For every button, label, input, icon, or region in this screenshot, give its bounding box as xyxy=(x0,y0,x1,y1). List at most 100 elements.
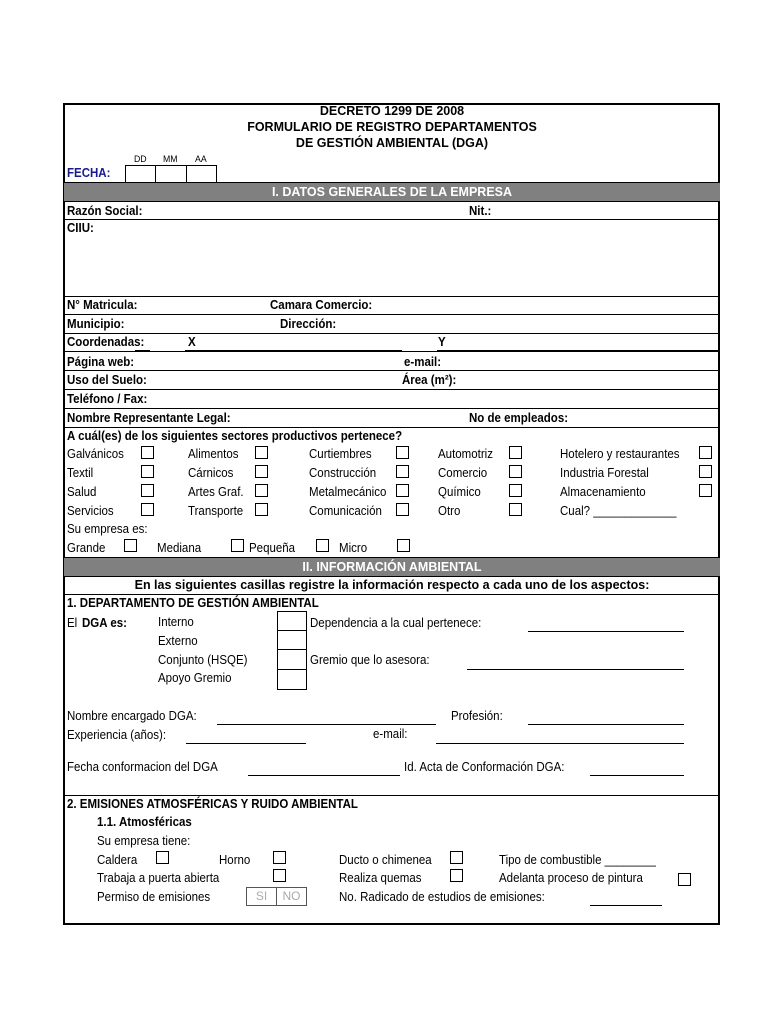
gremio-field[interactable] xyxy=(467,669,684,670)
profesion-field[interactable] xyxy=(528,724,684,725)
size-micro-checkbox[interactable] xyxy=(397,539,410,552)
sector-checkbox[interactable] xyxy=(141,503,154,516)
dependencia-label: Dependencia a la cual pertenece: xyxy=(310,616,482,630)
quemas-checkbox[interactable] xyxy=(450,869,463,882)
sector-checkbox[interactable] xyxy=(141,484,154,497)
date-mm-field[interactable] xyxy=(155,165,187,183)
experiencia-label: Experiencia (años): xyxy=(67,728,167,742)
dga-type-conjunto: Conjunto (HSQE) xyxy=(158,653,248,667)
empleados-label: No de empleados: xyxy=(469,411,569,425)
size-mediana-checkbox[interactable] xyxy=(231,539,244,552)
ducto-checkbox[interactable] xyxy=(450,851,463,864)
section-2-header: II. INFORMACIÓN AMBIENTAL xyxy=(64,557,720,577)
su-empresa-label: Su empresa es: xyxy=(67,522,148,536)
dependencia-field[interactable] xyxy=(528,631,684,632)
sector-checkbox[interactable] xyxy=(396,503,409,516)
title-line-3: DE GESTIÓN AMBIENTAL (DGA) xyxy=(295,136,489,150)
sector-checkbox[interactable] xyxy=(699,484,712,497)
sector-checkbox[interactable] xyxy=(396,484,409,497)
dga-interno-box[interactable] xyxy=(277,611,307,631)
date-aa-label: AA xyxy=(195,154,207,165)
sector-checkbox[interactable] xyxy=(509,446,522,459)
sector-label: Hotelero y restaurantes xyxy=(560,447,680,461)
combustible-label: Tipo de combustible ________ xyxy=(499,853,656,867)
emisiones-title: 2. EMISIONES ATMOSFÉRICAS Y RUIDO AMBIEN… xyxy=(67,797,358,811)
dga-type-apoyo: Apoyo Gremio xyxy=(158,671,232,685)
sector-checkbox[interactable] xyxy=(141,465,154,478)
dga-apoyo-box[interactable] xyxy=(277,669,307,690)
size-pequena: Pequeña xyxy=(249,541,296,555)
form-frame xyxy=(63,103,720,925)
sector-checkbox[interactable] xyxy=(699,465,712,478)
sector-checkbox[interactable] xyxy=(141,446,154,459)
atmosfericas-title: 1.1. Atmosféricas xyxy=(97,815,192,829)
dga-type-interno: Interno xyxy=(158,615,194,629)
pintura-label: Adelanta proceso de pintura xyxy=(499,871,643,885)
sector-checkbox[interactable] xyxy=(396,446,409,459)
sector-label: Automotriz xyxy=(438,447,493,461)
permiso-no-option[interactable]: NO xyxy=(276,887,307,906)
caldera-label: Caldera xyxy=(97,853,138,867)
pintura-checkbox[interactable] xyxy=(678,873,691,886)
size-grande-checkbox[interactable] xyxy=(124,539,137,552)
experiencia-field[interactable] xyxy=(186,743,306,744)
instruction-text: En las siguientes casillas registre la i… xyxy=(134,578,650,592)
sector-label: Curtiembres xyxy=(309,447,372,461)
sector-checkbox[interactable] xyxy=(699,446,712,459)
sector-label: Artes Graf. xyxy=(188,485,244,499)
puerta-label: Trabaja a puerta abierta xyxy=(97,871,220,885)
sector-label: Transporte xyxy=(188,504,244,518)
nit-label: Nit.: xyxy=(469,204,492,218)
sector-label: Comunicación xyxy=(309,504,382,518)
dga-title: 1. DEPARTAMENTO DE GESTIÓN AMBIENTAL xyxy=(67,596,319,610)
municipio-label: Municipio: xyxy=(67,317,125,331)
fecha-conf-field[interactable] xyxy=(248,775,400,776)
matricula-label: N° Matricula: xyxy=(67,298,138,312)
sector-checkbox[interactable] xyxy=(509,503,522,516)
date-mm-label: MM xyxy=(163,154,178,165)
sector-checkbox[interactable] xyxy=(396,465,409,478)
sector-label: Textil xyxy=(67,466,94,480)
quemas-label: Realiza quemas xyxy=(339,871,422,885)
dga-email-field[interactable] xyxy=(436,743,684,744)
id-acta-field[interactable] xyxy=(590,775,684,776)
encargado-field[interactable] xyxy=(217,724,436,725)
title-line-1: DECRETO 1299 DE 2008 xyxy=(319,104,465,118)
size-grande: Grande xyxy=(67,541,106,555)
sectores-question: A cuál(es) de los siguientes sectores pr… xyxy=(67,429,403,443)
profesion-label: Profesión: xyxy=(451,709,503,723)
caldera-checkbox[interactable] xyxy=(156,851,169,864)
size-mediana: Mediana xyxy=(157,541,202,555)
dga-type-externo: Externo xyxy=(158,634,198,648)
date-dd-field[interactable] xyxy=(125,165,156,183)
sector-label: Industria Forestal xyxy=(560,466,649,480)
sector-checkbox[interactable] xyxy=(255,446,268,459)
horno-checkbox[interactable] xyxy=(273,851,286,864)
ciiu-label: CIIU: xyxy=(67,221,94,235)
sector-label: Almacenamiento xyxy=(560,485,646,499)
coord-y-field[interactable] xyxy=(437,350,720,351)
sector-label: Galvánicos xyxy=(67,447,124,461)
size-pequena-checkbox[interactable] xyxy=(316,539,329,552)
coord-y-label: Y xyxy=(438,335,446,349)
puerta-checkbox[interactable] xyxy=(273,869,286,882)
sector-checkbox[interactable] xyxy=(255,503,268,516)
sector-checkbox[interactable] xyxy=(509,484,522,497)
telefono-label: Teléfono / Fax: xyxy=(67,392,148,406)
sector-checkbox[interactable] xyxy=(255,484,268,497)
dga-conjunto-box[interactable] xyxy=(277,649,307,670)
permiso-si-option[interactable]: SI xyxy=(246,887,277,906)
sector-label: Metalmecánico xyxy=(309,485,387,499)
sector-label: Otro xyxy=(438,504,461,518)
area-label: Área (m²): xyxy=(402,373,457,387)
sector-checkbox[interactable] xyxy=(255,465,268,478)
gremio-label: Gremio que lo asesora: xyxy=(310,653,430,667)
coord-x-field[interactable] xyxy=(185,350,402,351)
el-label: El xyxy=(67,616,78,630)
dga-externo-box[interactable] xyxy=(277,630,307,650)
size-micro: Micro xyxy=(339,541,368,555)
radicado-field[interactable] xyxy=(590,905,662,906)
sector-checkbox[interactable] xyxy=(509,465,522,478)
date-aa-field[interactable] xyxy=(186,165,217,183)
coord-x-label: X xyxy=(188,335,196,349)
